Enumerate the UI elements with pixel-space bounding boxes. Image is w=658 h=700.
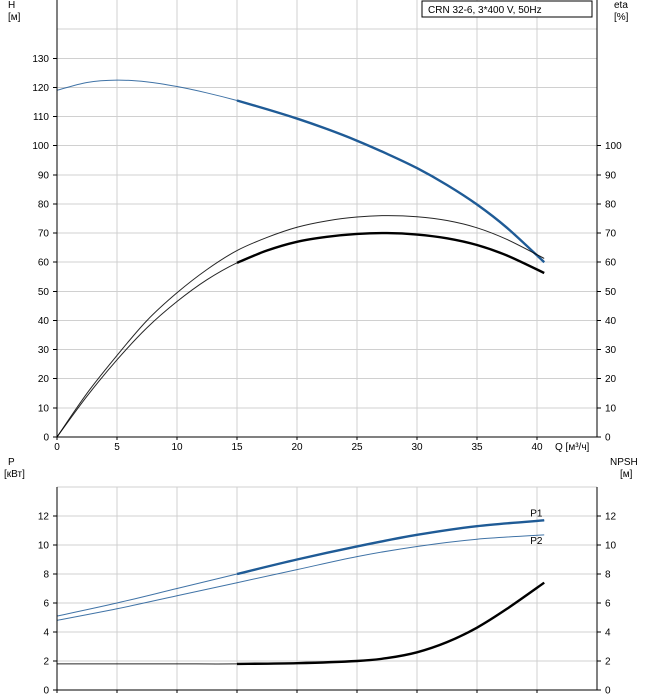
x-tick-label: 10 bbox=[171, 442, 183, 453]
y-tick-label-left: 110 bbox=[33, 112, 49, 123]
series-label-p2: P2 bbox=[530, 536, 543, 547]
y-tick-label-left: 4 bbox=[43, 628, 49, 639]
x-tick-label: 40 bbox=[531, 442, 543, 453]
y-tick-label-right: 100 bbox=[605, 141, 622, 152]
x-axis-label: Q [м³/ч] bbox=[555, 442, 590, 453]
series-h-bold bbox=[236, 99, 546, 264]
y-tick-label-right: 40 bbox=[605, 316, 617, 327]
y-tick-label-right: 70 bbox=[605, 229, 617, 240]
y-tick-label-left: 2 bbox=[43, 657, 49, 668]
y-axis-unit-right: [%] bbox=[614, 12, 629, 23]
y-axis-label-right: eta bbox=[614, 0, 628, 11]
series-p1-line bbox=[56, 519, 545, 617]
y-tick-label-right: 0 bbox=[605, 686, 611, 697]
y-tick-label-right: 50 bbox=[605, 287, 617, 298]
y-tick-label-left: 60 bbox=[38, 258, 50, 269]
y-tick-label-left: 20 bbox=[38, 374, 50, 385]
y-tick-label-right: 2 bbox=[605, 657, 611, 668]
series-h-line bbox=[56, 79, 545, 263]
series-npsh-line bbox=[57, 582, 545, 665]
y-tick-label-left: 10 bbox=[38, 403, 50, 414]
y-tick-label-right: 12 bbox=[605, 512, 617, 523]
y-axis-label-right: NPSH bbox=[610, 457, 638, 468]
title-box bbox=[421, 0, 593, 18]
x-tick-label: 30 bbox=[411, 442, 423, 453]
series-eta_lower-bold bbox=[236, 231, 545, 275]
x-tick-label: 25 bbox=[351, 442, 363, 453]
y-axis-label-left: P bbox=[8, 457, 15, 468]
y-tick-label-left: 0 bbox=[43, 433, 49, 444]
y-tick-label-right: 30 bbox=[605, 345, 617, 356]
y-tick-label-left: 90 bbox=[38, 170, 50, 181]
y-tick-label-right: 4 bbox=[605, 628, 611, 639]
x-tick-label: 35 bbox=[471, 442, 483, 453]
y-tick-label-left: 50 bbox=[38, 287, 50, 298]
y-tick-label-right: 8 bbox=[605, 570, 611, 581]
y-tick-label-right: 10 bbox=[605, 541, 617, 552]
y-tick-label-right: 80 bbox=[605, 199, 617, 210]
x-tick-label: 0 bbox=[54, 442, 60, 453]
y-axis-unit-left: [м] bbox=[8, 12, 21, 23]
y-tick-label-left: 120 bbox=[32, 83, 49, 94]
series-eta_lower-line bbox=[56, 232, 545, 438]
y-tick-label-left: 12 bbox=[38, 512, 50, 523]
x-tick-label: 15 bbox=[231, 442, 243, 453]
y-tick-label-left: 10 bbox=[38, 541, 50, 552]
y-tick-label-right: 6 bbox=[605, 599, 611, 610]
series-label-p1: P1 bbox=[530, 508, 543, 519]
x-tick-label: 5 bbox=[114, 442, 120, 453]
x-tick-label: 20 bbox=[291, 442, 303, 453]
y-tick-label-right: 0 bbox=[605, 433, 611, 444]
y-tick-label-left: 80 bbox=[38, 199, 50, 210]
y-tick-label-left: 100 bbox=[32, 141, 49, 152]
y-tick-label-right: 20 bbox=[605, 374, 617, 385]
chart-title: CRN 32-6, 3*400 V, 50Hz bbox=[428, 5, 542, 16]
y-tick-label-left: 0 bbox=[43, 686, 49, 697]
series-p1-bold bbox=[236, 519, 545, 576]
y-tick-label-right: 10 bbox=[605, 403, 617, 414]
y-tick-label-left: 130 bbox=[32, 54, 49, 65]
y-axis-unit-left: [кВт] bbox=[4, 469, 25, 480]
y-tick-label-right: 90 bbox=[605, 170, 617, 181]
y-axis-label-left: H bbox=[8, 0, 15, 11]
y-tick-label-right: 60 bbox=[605, 258, 617, 269]
y-tick-label-left: 40 bbox=[38, 316, 50, 327]
y-tick-label-left: 70 bbox=[38, 229, 50, 240]
y-tick-label-left: 30 bbox=[38, 345, 50, 356]
series-eta_upper-line bbox=[56, 215, 545, 438]
y-axis-unit-right: [м] bbox=[620, 469, 633, 480]
y-tick-label-left: 6 bbox=[43, 599, 49, 610]
series-npsh-bold bbox=[236, 581, 545, 666]
y-tick-label-left: 8 bbox=[43, 570, 49, 581]
series-p2-line bbox=[56, 534, 545, 621]
